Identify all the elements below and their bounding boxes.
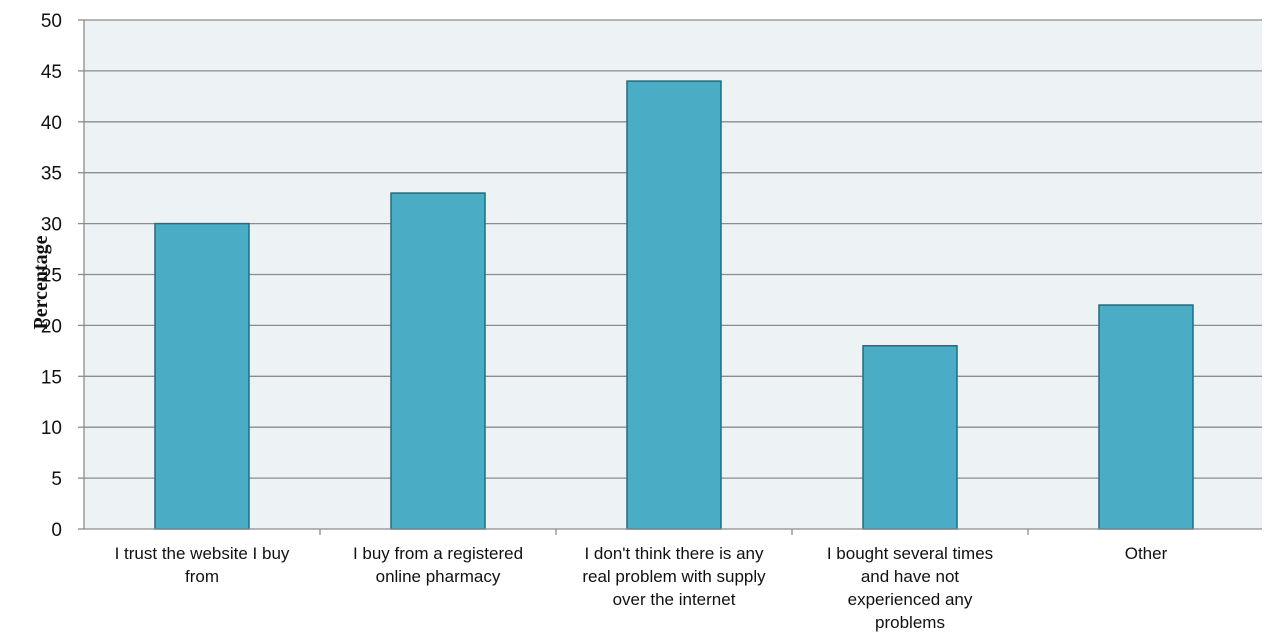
bar xyxy=(1098,304,1194,530)
x-category-label-line: over the internet xyxy=(613,590,736,609)
bars xyxy=(154,80,1194,530)
y-tick-label: 5 xyxy=(51,469,62,490)
bar xyxy=(862,345,958,530)
x-axis-categories: I trust the website I buy from I buy from … xyxy=(115,529,1168,632)
y-tick-label: 20 xyxy=(41,316,62,337)
y-tick-label: 30 xyxy=(41,215,62,236)
x-category-label-line: I trust the website I buy xyxy=(115,544,290,563)
x-category-label-line: I don't think there is any xyxy=(584,544,764,563)
x-category-label-line: online pharmacy xyxy=(376,567,501,586)
y-tick-label: 15 xyxy=(41,367,62,388)
x-category-label: I trust the website I buy from xyxy=(115,544,290,586)
y-tick-label: 25 xyxy=(41,266,62,287)
x-category-label: I buy from a registered online pharmacy xyxy=(353,544,523,586)
x-category-label-line: problems xyxy=(875,613,945,632)
y-tick-label: 45 xyxy=(41,62,62,83)
x-category-label: I don't think there is any real problem w… xyxy=(582,544,766,609)
x-category-label-line: from xyxy=(185,567,219,586)
y-tick-label: 40 xyxy=(41,113,62,134)
y-tick-label: 0 xyxy=(51,520,62,541)
x-category-label: Other xyxy=(1125,544,1168,563)
bar xyxy=(390,192,486,530)
x-category-label-line: experienced any xyxy=(848,590,973,609)
x-category-label-line: I bought several times xyxy=(827,544,993,563)
x-category-label: I bought several times and have not experi… xyxy=(827,544,993,632)
x-category-label-line: and have not xyxy=(861,567,960,586)
x-category-label-line: real problem with supply xyxy=(582,567,766,586)
x-category-label-line: Other xyxy=(1125,544,1168,563)
y-tick-label: 50 xyxy=(41,11,62,32)
bar xyxy=(154,222,250,530)
y-axis-title: Percentage xyxy=(30,235,52,329)
y-tick-label: 35 xyxy=(41,164,62,185)
y-axis-ticks: 0 5 10 15 20 25 30 35 40 45 50 xyxy=(41,11,84,541)
bar xyxy=(626,80,722,530)
x-category-label-line: I buy from a registered xyxy=(353,544,523,563)
y-tick-label: 10 xyxy=(41,418,62,439)
